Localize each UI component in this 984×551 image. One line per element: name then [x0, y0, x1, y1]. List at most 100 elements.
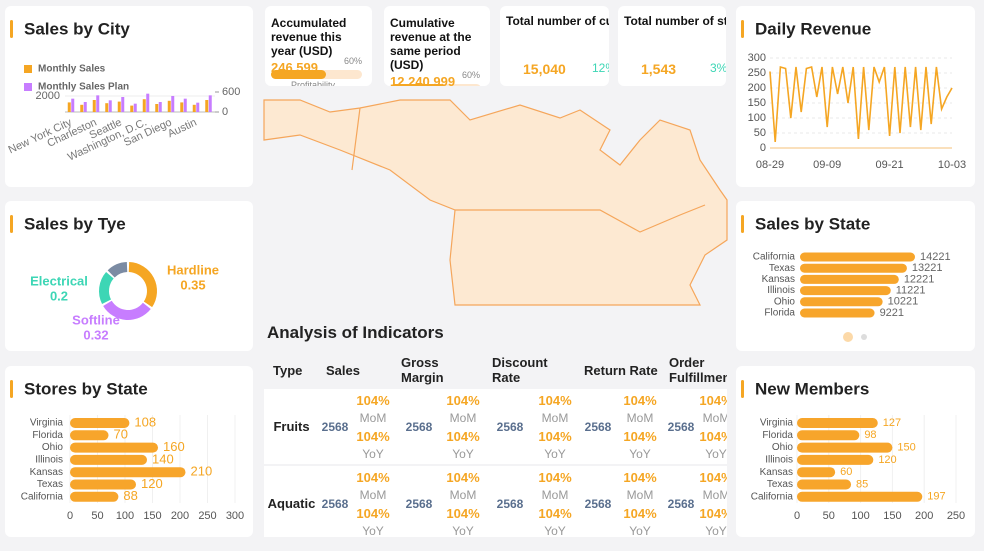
- progress-fill: [271, 70, 326, 79]
- bar: [70, 430, 109, 441]
- bar: [83, 102, 87, 112]
- value-label: 197: [927, 491, 945, 503]
- bar: [158, 102, 162, 112]
- bar: [96, 95, 100, 112]
- category-label: Ohio: [774, 296, 796, 307]
- kpi-progress: 246,599 60% Profitability: [271, 56, 366, 86]
- value-label: 10221: [888, 296, 919, 308]
- panel-title: New Members: [755, 379, 869, 398]
- bar: [208, 95, 212, 112]
- kpi-title: Total number of customers this year: [506, 14, 609, 28]
- kpi-value: 246,599: [271, 60, 318, 75]
- bar: [70, 491, 119, 502]
- bar: [797, 479, 852, 490]
- panel-title: Stores by State: [24, 379, 148, 398]
- cell-change: 104%: [356, 470, 390, 485]
- change-label: YoY: [544, 524, 566, 537]
- value-label: 140: [152, 451, 174, 466]
- kpi-title: Accumulated revenue this year (USD): [271, 16, 347, 58]
- bar: [70, 418, 130, 428]
- legend-label: Monthly Sales Plan: [38, 82, 129, 93]
- segment-value: 0.35: [180, 277, 205, 292]
- bar: [800, 274, 899, 284]
- map-border: [351, 107, 706, 233]
- change-label: YoY: [452, 447, 474, 461]
- bar: [196, 102, 200, 112]
- bar: [797, 454, 874, 465]
- tick-label: 150: [143, 510, 161, 522]
- column-header: Return Rate: [584, 362, 658, 378]
- donut-segment: [103, 300, 151, 320]
- value-label: 70: [114, 427, 128, 442]
- column-header: Type: [273, 362, 303, 378]
- tick-label: 200: [171, 510, 189, 522]
- cell-change: 104%: [446, 429, 480, 444]
- bar: [192, 104, 196, 112]
- cell-change: 104%: [538, 506, 572, 521]
- category-label: Texas: [769, 263, 795, 274]
- column-header: Discount Rate: [492, 355, 548, 385]
- kpi-value: 1,543: [641, 61, 677, 77]
- bar: [142, 99, 146, 112]
- progress-label: 60%: [343, 56, 362, 66]
- title-accent: [10, 215, 13, 233]
- category-label: Texas: [767, 479, 793, 490]
- value-label: 13221: [912, 262, 943, 274]
- change-label: MoM: [449, 411, 477, 425]
- value-label: 210: [191, 464, 213, 479]
- bar: [800, 286, 891, 296]
- row-type: Fruits: [273, 419, 310, 434]
- cell-change: 104%: [538, 429, 572, 444]
- cell-change: 104%: [699, 470, 727, 485]
- tick-label: 250: [198, 510, 216, 522]
- cell-value: 2568: [496, 497, 524, 511]
- tick-label: 250: [947, 510, 965, 522]
- title-accent: [10, 380, 13, 398]
- pager-dot[interactable]: [843, 332, 853, 342]
- kpi-value: 12,240,999: [390, 74, 456, 86]
- panel-title: Sales by State: [755, 214, 870, 233]
- tick-label: 0: [794, 510, 800, 522]
- bar: [133, 103, 137, 112]
- change-label: MoM: [626, 488, 654, 502]
- line: [769, 65, 953, 143]
- cell-change: 104%: [356, 429, 390, 444]
- cell-value: 2568: [584, 497, 612, 511]
- tick-label: 0: [222, 106, 228, 118]
- category-label: Virginia: [30, 418, 64, 429]
- cell-value: 2568: [405, 420, 433, 434]
- change-label: YoY: [705, 524, 727, 537]
- bar: [797, 467, 836, 478]
- category-label: Kansas: [30, 467, 63, 478]
- tick-label: 0: [67, 510, 73, 522]
- cell-change: 104%: [538, 393, 572, 408]
- cell-change: 104%: [623, 470, 657, 485]
- panel-title: Daily Revenue: [755, 19, 871, 38]
- bar: [108, 100, 112, 112]
- value-label: 85: [856, 478, 868, 490]
- bar: [80, 104, 84, 112]
- tick-label: 250: [748, 67, 766, 79]
- pager-dot[interactable]: [861, 334, 867, 340]
- cell-value: 2568: [405, 497, 433, 511]
- table-row: [264, 389, 727, 464]
- cell-change: 104%: [699, 506, 727, 521]
- value-label: 11221: [896, 285, 926, 297]
- bar: [121, 97, 125, 112]
- cell-value: 2568: [321, 497, 349, 511]
- panel: [5, 201, 253, 351]
- segment-value: 0.32: [83, 327, 108, 342]
- change-label: MoM: [541, 488, 569, 502]
- value-label: 160: [163, 439, 185, 454]
- tick-label: 300: [226, 510, 244, 522]
- value-label: 150: [897, 442, 915, 454]
- kpi-title: Cumulative revenue at the same period (U…: [390, 16, 472, 72]
- value-label: 60: [840, 466, 852, 478]
- bar: [167, 100, 171, 112]
- cell-change: 104%: [356, 506, 390, 521]
- column-header: Gross Margin: [401, 355, 444, 385]
- bar: [797, 418, 878, 428]
- category-label: Illinois: [765, 455, 793, 466]
